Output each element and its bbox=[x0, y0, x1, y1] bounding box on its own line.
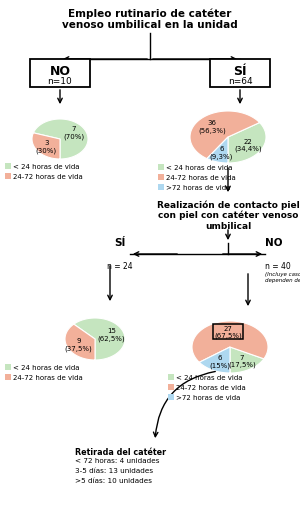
Polygon shape bbox=[33, 120, 88, 160]
Text: n = 24: n = 24 bbox=[107, 262, 133, 271]
Text: NO: NO bbox=[50, 64, 70, 77]
Text: 7
(17,5%): 7 (17,5%) bbox=[228, 354, 256, 367]
Polygon shape bbox=[207, 138, 228, 164]
Text: >72 horas de vida: >72 horas de vida bbox=[166, 185, 230, 190]
Bar bbox=[158, 185, 164, 190]
Polygon shape bbox=[65, 325, 95, 360]
Text: < 24 horas de vida: < 24 horas de vida bbox=[13, 364, 80, 370]
Text: n = 40: n = 40 bbox=[265, 262, 291, 271]
Bar bbox=[158, 165, 164, 170]
Polygon shape bbox=[192, 321, 268, 363]
Bar bbox=[5, 174, 10, 179]
Text: NO: NO bbox=[265, 237, 283, 247]
Text: 22
(34,4%): 22 (34,4%) bbox=[234, 138, 262, 152]
Polygon shape bbox=[230, 347, 264, 373]
Text: 3-5 días: 13 unidades: 3-5 días: 13 unidades bbox=[75, 467, 153, 473]
FancyBboxPatch shape bbox=[30, 60, 90, 88]
Text: 24-72 horas de vida: 24-72 horas de vida bbox=[166, 175, 236, 181]
Text: 36
(56,3%): 36 (56,3%) bbox=[198, 120, 226, 133]
Text: 6
(9,3%): 6 (9,3%) bbox=[210, 146, 233, 160]
Text: 15
(62,5%): 15 (62,5%) bbox=[98, 328, 125, 341]
Text: 3
(30%): 3 (30%) bbox=[36, 140, 57, 154]
Text: 6
(15%): 6 (15%) bbox=[209, 355, 230, 368]
Polygon shape bbox=[32, 133, 60, 160]
Text: n=10: n=10 bbox=[48, 76, 72, 85]
Text: 24-72 horas de vida: 24-72 horas de vida bbox=[13, 374, 83, 380]
Bar bbox=[158, 175, 164, 180]
Text: >72 horas de vida: >72 horas de vida bbox=[176, 394, 240, 400]
Text: (Incluye casos excepcionales o que
dependen del personal sanitario): (Incluye casos excepcionales o que depen… bbox=[265, 272, 300, 282]
Text: < 24 horas de vida: < 24 horas de vida bbox=[13, 164, 80, 170]
Text: 24-72 horas de vida: 24-72 horas de vida bbox=[13, 174, 83, 180]
Text: Retirada del catéter: Retirada del catéter bbox=[75, 447, 166, 456]
Text: 9
(37,5%): 9 (37,5%) bbox=[64, 337, 92, 351]
Bar bbox=[168, 394, 173, 400]
Bar bbox=[5, 164, 10, 169]
Text: SÍ: SÍ bbox=[114, 237, 126, 247]
Polygon shape bbox=[228, 123, 266, 164]
Text: 27
(67,5%): 27 (67,5%) bbox=[214, 325, 242, 338]
Bar bbox=[5, 364, 10, 370]
Text: < 24 horas de vida: < 24 horas de vida bbox=[176, 374, 242, 380]
Text: < 24 horas de vida: < 24 horas de vida bbox=[166, 165, 232, 171]
Text: >5 días: 10 unidades: >5 días: 10 unidades bbox=[75, 477, 152, 483]
Bar bbox=[168, 374, 173, 380]
Polygon shape bbox=[74, 318, 125, 360]
FancyBboxPatch shape bbox=[210, 60, 270, 88]
Text: SÍ: SÍ bbox=[233, 64, 247, 77]
Polygon shape bbox=[190, 112, 260, 159]
Text: n=64: n=64 bbox=[228, 76, 252, 85]
Polygon shape bbox=[199, 347, 230, 373]
Bar bbox=[168, 384, 173, 390]
Text: 7
(70%): 7 (70%) bbox=[63, 126, 84, 139]
Bar bbox=[5, 374, 10, 380]
Text: Empleo rutinario de catéter
venoso umbilical en la unidad: Empleo rutinario de catéter venoso umbil… bbox=[62, 8, 238, 30]
Text: < 72 horas: 4 unidades: < 72 horas: 4 unidades bbox=[75, 457, 160, 463]
Text: 24-72 horas de vida: 24-72 horas de vida bbox=[176, 384, 246, 390]
Text: Realización de contacto piel
con piel con catéter venoso
umbilical: Realización de contacto piel con piel co… bbox=[157, 199, 299, 230]
